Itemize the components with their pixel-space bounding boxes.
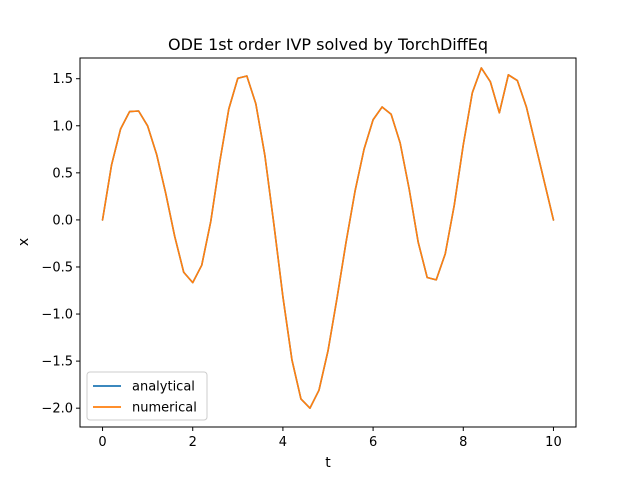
legend-label-analytical: analytical	[132, 380, 195, 395]
chart-title: ODE 1st order IVP solved by TorchDiffEq	[168, 35, 488, 54]
x-tick-label: 4	[279, 435, 287, 450]
x-tick-label: 2	[189, 435, 197, 450]
x-tick-label: 10	[545, 435, 562, 450]
legend: analytical numerical	[86, 371, 208, 421]
series-line-numerical	[101, 67, 555, 409]
y-tick-label: 0.0	[52, 213, 73, 228]
y-tick-label: 0.5	[52, 166, 73, 181]
x-tick-label: 8	[459, 435, 467, 450]
y-tick-label: −2.0	[41, 402, 73, 417]
x-tick-label: 6	[369, 435, 377, 450]
y-tick-label: −1.0	[41, 308, 73, 323]
y-tick-label: 1.5	[52, 72, 73, 87]
x-axis: 0 2 4 6 8 10	[98, 427, 562, 450]
y-tick-label: −0.5	[41, 260, 73, 275]
y-axis: −2.0 −1.5 −1.0 −0.5 0.0 0.5 1.0 1.5	[41, 72, 80, 417]
y-tick-label: −1.5	[41, 355, 73, 370]
x-tick-label: 0	[98, 435, 106, 450]
series-line-analytical	[101, 67, 555, 409]
y-axis-label: x	[16, 238, 32, 246]
x-axis-label: t	[325, 455, 331, 471]
plot-area	[79, 57, 577, 428]
legend-box	[86, 371, 208, 421]
plot-frame	[79, 57, 577, 428]
legend-label-numerical: numerical	[132, 401, 197, 416]
y-tick-label: 1.0	[52, 119, 73, 134]
